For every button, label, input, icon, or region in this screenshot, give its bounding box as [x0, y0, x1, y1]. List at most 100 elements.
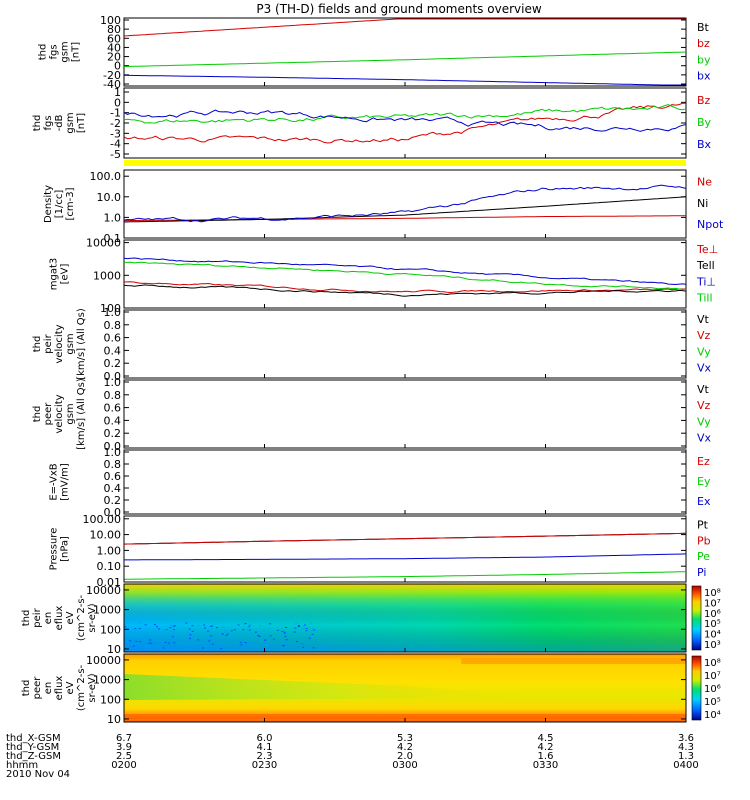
legend-fgs-1: bz [697, 37, 710, 50]
x-tick-value: 2.5 [116, 751, 132, 762]
spectrogram-pixel [293, 631, 296, 633]
spectrogram-pixel [145, 624, 148, 626]
spectrogram-pixel [263, 629, 266, 631]
y-tick-label: -2 [110, 117, 121, 130]
spectrogram-pixel [163, 629, 166, 631]
series-density-Npot [123, 184, 687, 223]
x-tick-value: 4.1 [257, 742, 273, 753]
y-axis-label: thd peir en eflux eV (cm^2-s-sr-eV) [21, 594, 98, 641]
legend-temperature-3: Till [696, 291, 713, 304]
y-axis-label-line: thd [21, 680, 32, 697]
colorbar-tick-label: 10⁴ [704, 630, 721, 641]
spectrogram-pixel [167, 642, 170, 644]
y-tick-label: 0.0 [104, 370, 122, 383]
y-axis-label: mgat3 [eV] [49, 258, 71, 291]
x-row-label: hhmm [6, 760, 38, 771]
y-tick-label: 1.0 [104, 446, 122, 459]
spectrogram-pixel [202, 641, 205, 643]
spectrogram-pixel [165, 629, 168, 631]
spectrogram-pixel [147, 646, 150, 648]
y-tick-label: 1000 [93, 674, 121, 687]
x-row-label: 2010 Nov 04 [6, 769, 70, 780]
legend-fgs-3: bx [697, 69, 711, 82]
y-axis-label-line: gsm [65, 333, 76, 354]
y-axis-label-line: thd [32, 406, 43, 423]
spectrogram-pixel [244, 642, 247, 644]
y-tick-label: 1.00 [97, 544, 122, 557]
colorbar-tick-label: 10⁵ [704, 697, 721, 708]
y-axis-label-line: sr-eV) [87, 673, 98, 702]
y-tick-label: 100 [100, 302, 121, 315]
legend-fgs_dt-1: By [697, 116, 712, 129]
y-axis-label: E=-VxB [mV/m] [49, 463, 71, 501]
legend-peir_velocity-3: Vx [697, 361, 712, 374]
legend-pressure-3: Pi [697, 566, 706, 579]
spectrogram-pixel [157, 628, 160, 630]
y-tick-label: 0.2 [104, 357, 122, 370]
spectrogram-pixel [225, 643, 228, 645]
y-tick-label: 0.6 [104, 332, 122, 345]
panel-frame [123, 17, 687, 87]
legend-peir_velocity-1: Vz [697, 329, 711, 342]
legend-pressure-1: Pb [697, 534, 711, 547]
x-tick-value: 0300 [392, 760, 417, 771]
panel-peir_spec: 10000 1000 100 10 thd peir en eflux eV (cm^2-s-sr… [21, 583, 721, 656]
spectrogram-pixel [247, 626, 250, 628]
y-tick-label: 0.1 [104, 232, 122, 245]
spectrogram-pixel [305, 647, 308, 649]
spectrogram-pixel [172, 629, 175, 631]
y-tick-label: 1 [114, 86, 121, 99]
spectrogram-pixel [204, 627, 207, 629]
y-tick-label: 0.4 [104, 414, 122, 427]
x-tick-value: 2.0 [397, 751, 413, 762]
y-axis-label-line: (cm^2-s- [76, 594, 87, 641]
spectrogram-pixel [126, 622, 129, 624]
y-tick-label: 1.0 [104, 306, 122, 319]
spectrogram-pixel [221, 633, 224, 635]
y-tick-label: 80 [107, 23, 121, 36]
panel-frame [123, 169, 687, 239]
spectrogram-pixel [240, 644, 243, 646]
spectrogram-pixel [211, 643, 214, 645]
spectrogram-pixel [148, 642, 151, 644]
panel-frame [123, 379, 687, 449]
x-tick-value: 3.6 [678, 733, 694, 744]
y-axis-label: thd peir velocity gsm [km/s] (All Qs) [32, 308, 87, 380]
panel-frame [123, 87, 687, 159]
y-tick-label: 0.2 [104, 427, 122, 440]
y-axis-label-line: peir [32, 607, 43, 627]
spectrogram-pixel [173, 625, 176, 627]
y-axis-label-line: fgs [49, 44, 60, 59]
spectrogram-pixel [300, 643, 303, 645]
x-row-label: thd_Y-GSM [6, 742, 59, 753]
spectrogram-pixel [191, 625, 194, 627]
series-pressure-Pe [124, 571, 686, 580]
y-tick-label: 10.00 [90, 529, 122, 542]
spectrogram-pixel [264, 639, 267, 641]
y-tick-label: 60 [107, 32, 121, 45]
spectrogram-pixel [153, 624, 156, 626]
spectrogram-pixel [296, 645, 299, 647]
panel-peer_spec: 10000 1000 100 10 thd peer en eflux eV (cm^2-s-sr… [21, 653, 721, 726]
legend-density-1: Ni [697, 197, 708, 210]
y-axis-label: thd fgs gsm [nT] [38, 41, 82, 62]
spectrogram-pixel [251, 633, 254, 635]
y-axis-label-line: Density [43, 185, 54, 223]
spectrogram-pixel [305, 630, 308, 632]
legend-temperature-2: Ti⊥ [696, 275, 716, 288]
spectrogram-pixel [173, 632, 176, 634]
spectrogram-pixel [310, 623, 313, 625]
spectrogram-pixel [305, 627, 308, 629]
spectrogram-pixel [284, 635, 287, 637]
y-tick-label: -3 [110, 127, 121, 140]
y-tick-label: 0 [114, 60, 121, 73]
legend-density-2: Npot [697, 218, 724, 231]
series-fgs-bz [123, 18, 686, 37]
y-axis-label-line: -dB [54, 114, 65, 131]
spectrogram-pixel [248, 629, 251, 631]
colorbar-tick-label: 10⁵ [704, 619, 721, 630]
spectrogram-pixel [150, 642, 153, 644]
spectrogram-pixel [281, 643, 284, 645]
y-axis-label-line: [nT] [71, 42, 82, 62]
y-tick-label: -4 [110, 138, 121, 151]
